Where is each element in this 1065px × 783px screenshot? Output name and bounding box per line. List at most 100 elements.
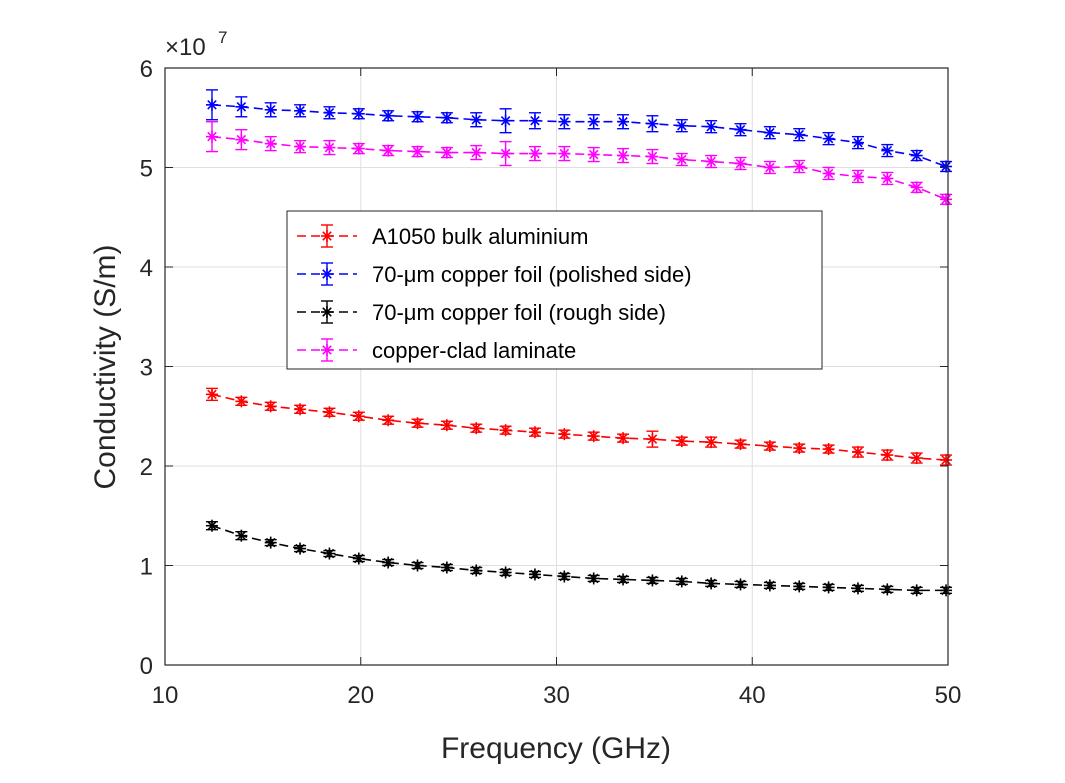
marker-stroke [618, 116, 628, 127]
data-point [294, 104, 307, 117]
marker-stroke [354, 553, 364, 564]
data-point [382, 414, 395, 427]
marker-stroke [794, 443, 804, 453]
marker-stroke [500, 567, 511, 578]
data-point [264, 536, 277, 549]
marker-stroke [794, 129, 804, 140]
data-point [910, 181, 923, 194]
data-point [910, 452, 923, 465]
marker-stroke [530, 569, 540, 580]
marker-stroke [911, 150, 922, 161]
data-point [705, 120, 718, 133]
data-point [499, 114, 512, 127]
y-tick-label: 5 [140, 156, 153, 183]
marker-stroke [265, 105, 276, 115]
data-point [440, 111, 453, 124]
data-point [323, 406, 336, 419]
data-point [587, 572, 600, 585]
data-point [528, 147, 541, 160]
data-point [822, 581, 835, 594]
y-tick-label: 6 [140, 56, 153, 83]
marker-stroke [471, 423, 482, 433]
marker-stroke [647, 575, 658, 586]
x-axis-label: Frequency (GHz) [441, 732, 671, 765]
marker-stroke [322, 307, 332, 317]
x-tick-label: 50 [935, 682, 962, 709]
marker-stroke [471, 147, 482, 158]
marker-stroke [236, 396, 247, 407]
y-tick-label: 2 [140, 454, 153, 481]
marker-stroke [471, 114, 482, 125]
marker-stroke [322, 269, 332, 279]
data-point [294, 403, 307, 416]
x-tick-label: 20 [347, 682, 374, 709]
data-point [617, 432, 630, 445]
legend-label: 70-μm copper foil (rough side) [372, 300, 666, 325]
marker-stroke [735, 124, 746, 135]
marker-stroke [765, 127, 775, 138]
marker-stroke [295, 543, 305, 554]
marker-stroke [677, 576, 687, 587]
data-point [822, 132, 835, 145]
data-point [499, 424, 512, 437]
legend: A1050 bulk aluminium 70-μm copper foil (p… [286, 210, 823, 370]
data-point [264, 103, 277, 116]
marker-stroke [941, 161, 951, 172]
marker-stroke [911, 453, 922, 463]
data-point [235, 100, 248, 113]
data-point [587, 148, 600, 161]
data-point [528, 114, 541, 127]
marker-stroke [354, 143, 364, 154]
x-tick-label: 10 [152, 682, 179, 709]
marker-stroke [412, 418, 423, 428]
data-point [822, 167, 835, 180]
data-point [851, 446, 864, 459]
series-4 [205, 121, 953, 206]
marker-stroke [530, 427, 540, 437]
marker-stroke [735, 439, 746, 449]
marker-stroke [322, 231, 332, 241]
data-point [470, 113, 483, 126]
y-tick-label: 0 [140, 653, 153, 680]
data-point [822, 443, 835, 456]
data-point [352, 552, 365, 565]
y-tick-label: 4 [140, 255, 153, 282]
data-point [323, 106, 336, 119]
marker-stroke [530, 115, 540, 126]
legend-label: copper-clad laminate [372, 338, 576, 363]
marker-stroke [500, 425, 511, 435]
data-point [558, 115, 571, 128]
data-point [851, 582, 864, 595]
data-point [205, 130, 218, 143]
x-tick-label: 30 [543, 682, 570, 709]
legend-box [286, 210, 823, 370]
marker-stroke [324, 142, 335, 153]
data-point [294, 542, 307, 555]
marker-stroke [735, 158, 746, 169]
marker-stroke [588, 573, 599, 584]
data-point [440, 561, 453, 574]
marker-stroke [471, 565, 482, 576]
data-point [528, 426, 541, 439]
data-point [675, 153, 688, 166]
marker-stroke [765, 441, 775, 451]
data-point [675, 575, 688, 588]
marker-stroke [677, 436, 687, 446]
data-point [763, 440, 776, 453]
data-point [235, 133, 248, 146]
marker-stroke [911, 585, 922, 596]
legend-label: A1050 bulk aluminium [372, 224, 588, 249]
data-point [763, 161, 776, 174]
marker-stroke [706, 437, 716, 447]
data-point [675, 119, 688, 132]
marker-stroke [588, 149, 599, 160]
data-point [235, 529, 248, 542]
marker-stroke [853, 171, 863, 182]
data-point [470, 564, 483, 577]
marker-stroke [677, 120, 687, 131]
data-point [851, 136, 864, 149]
series-3 [205, 519, 953, 597]
marker-stroke [265, 401, 276, 412]
data-point [646, 117, 659, 130]
